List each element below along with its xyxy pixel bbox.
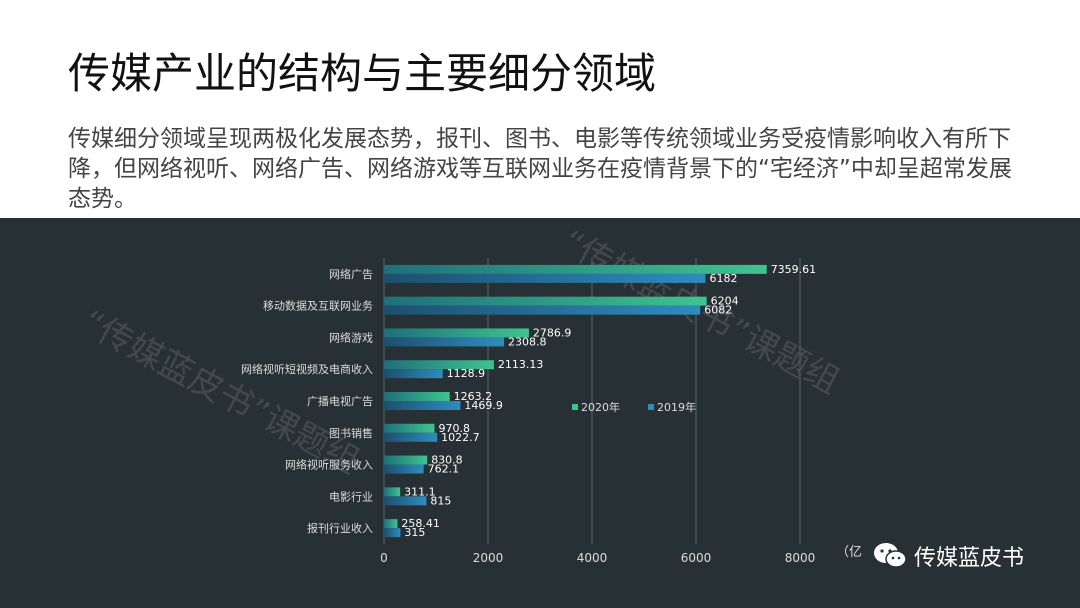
bar-2020 [384,392,450,401]
x-tick-label: 2000 [473,551,504,565]
bar-2019 [384,432,438,442]
data-label: 1128.9 [447,367,486,380]
data-label: 7359.61 [771,263,817,276]
data-label: 2308.8 [508,335,547,348]
legend-swatch [572,404,578,410]
category-label: 广播电视广告 [307,394,373,408]
category-label: 网络视听短视频及电商收入 [241,362,373,376]
wechat-icon [874,543,907,568]
bar-2019 [384,369,443,379]
category-label: 网络广告 [329,267,373,281]
data-label: 311.1 [404,485,436,498]
x-tick-label: 8000 [785,551,816,565]
y-axis-labels: 网络广告移动数据及互联网业务网络游戏网络视听短视频及电商收入广播电视广告图书销售… [241,267,373,535]
bar-2020 [384,519,398,529]
data-label: 2786.9 [533,326,572,339]
bar-2020 [384,328,529,338]
bar-2019 [384,401,461,410]
category-label: 移动数据及互联网业务 [263,299,373,313]
watermark-text: “传媒蓝皮书”课题组 [76,303,366,483]
bar-2020 [384,487,401,497]
slide-description: 传媒细分领域呈现两极化发展态势，报刊、图书、电影等传统领域业务受疫情影响收入有所… [68,126,1012,212]
category-label: 图书销售 [329,426,373,440]
bar-2019 [384,528,401,538]
data-label: 1469.9 [464,399,503,412]
brand-name: 传媒蓝皮书 [914,546,1025,571]
x-axis-ticks: 0 2000 4000 6000 8000 [380,551,815,565]
category-label: 电影行业 [329,490,373,503]
bar-2019 [384,305,701,315]
category-label: 网络视听服务收入 [285,458,373,472]
category-label: 网络游戏 [329,330,373,344]
data-label: 1022.7 [441,431,480,444]
bar-2020 [384,264,767,274]
bar-2019 [384,464,424,474]
chart-legend: 2020年 2019年 [572,400,696,414]
data-label: 830.8 [431,454,463,467]
bar-2020 [384,360,494,370]
legend-swatch [648,404,654,410]
bar-2020 [384,423,435,433]
data-label: 2113.13 [498,358,544,371]
chart-panel [0,218,1080,608]
bar-2019 [384,273,706,283]
x-tick-label: 4000 [577,551,608,565]
slide-title: 传媒产业的结构与主要细分领域 [68,49,657,98]
bar-2020 [384,455,428,465]
brand-mark: 传媒蓝皮书 [872,540,1024,572]
legend-label: 2019年 [657,400,696,414]
data-label: 6082 [704,304,732,317]
data-label: 315 [404,526,425,539]
data-label: 6182 [709,272,737,285]
x-tick-label: 6000 [681,551,712,565]
unit-label: （亿 [836,545,862,560]
bar-2020 [384,296,707,306]
data-label: 258.41 [401,517,440,530]
data-label: 1263.2 [454,390,493,403]
legend-label: 2020年 [581,400,620,414]
data-label: 762.1 [428,463,460,476]
x-tick-label: 0 [380,551,388,565]
bar-2019 [384,496,427,506]
data-label: 815 [430,494,451,507]
category-label: 报刊行业收入 [307,521,373,535]
bar-2019 [384,337,505,347]
slide-header: 传媒产业的结构与主要细分领域 传媒细分领域呈现两极化发展态势，报刊、图书、电影等… [0,0,1080,218]
data-label: 970.8 [438,422,470,435]
data-label: 6204 [711,295,739,308]
